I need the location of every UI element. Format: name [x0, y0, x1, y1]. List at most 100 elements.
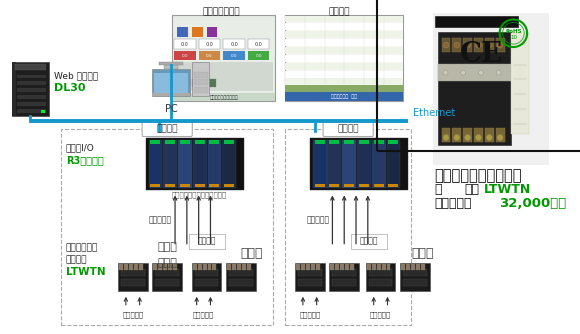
Bar: [298, 269, 321, 276]
Bar: [150, 184, 160, 187]
Text: 10: 10: [510, 35, 517, 40]
Bar: [416, 265, 420, 270]
Text: 電力一元監視システム: 電力一元監視システム: [209, 95, 238, 100]
Bar: [194, 71, 208, 77]
Circle shape: [497, 135, 503, 140]
Bar: [174, 62, 273, 91]
Bar: [389, 184, 398, 187]
Bar: [119, 265, 123, 270]
Bar: [306, 265, 310, 270]
FancyBboxPatch shape: [323, 121, 373, 137]
Circle shape: [486, 135, 492, 140]
Bar: [441, 38, 451, 52]
Text: 電流／電圧: 電流／電圧: [370, 312, 392, 318]
Bar: [17, 81, 46, 86]
Bar: [153, 69, 190, 96]
Circle shape: [476, 42, 481, 48]
Bar: [329, 184, 339, 187]
Bar: [206, 27, 218, 37]
Bar: [403, 279, 427, 286]
Bar: [154, 265, 157, 270]
Bar: [401, 265, 405, 270]
Bar: [174, 39, 195, 49]
Bar: [350, 265, 354, 270]
Text: 帳票画面: 帳票画面: [328, 8, 350, 17]
Bar: [14, 64, 46, 69]
Text: 形: 形: [434, 183, 442, 196]
FancyBboxPatch shape: [351, 234, 387, 248]
Bar: [329, 140, 339, 144]
Bar: [209, 184, 219, 187]
Bar: [313, 140, 327, 188]
Bar: [285, 23, 403, 30]
Bar: [154, 72, 188, 94]
Text: R3シリーズ: R3シリーズ: [66, 155, 104, 165]
Bar: [195, 269, 218, 276]
Bar: [158, 265, 162, 270]
Text: 0.0: 0.0: [182, 54, 188, 58]
Circle shape: [478, 70, 483, 75]
Text: 電流／電圧: 電流／電圧: [122, 312, 143, 318]
Bar: [296, 265, 300, 270]
Bar: [452, 38, 461, 52]
Bar: [496, 128, 505, 142]
Text: 0.0: 0.0: [205, 41, 213, 46]
Bar: [227, 265, 231, 270]
Text: 0.0: 0.0: [255, 54, 262, 58]
Bar: [332, 269, 356, 276]
Bar: [485, 128, 494, 142]
Bar: [389, 140, 398, 144]
Bar: [168, 265, 172, 270]
FancyBboxPatch shape: [142, 121, 192, 137]
Bar: [386, 140, 400, 188]
Text: 電力パルス: 電力パルス: [149, 215, 172, 224]
Circle shape: [486, 42, 492, 48]
Text: 電流／電圧: 電流／電圧: [299, 312, 320, 318]
Bar: [485, 38, 494, 52]
Bar: [344, 140, 354, 144]
Text: 電力トランス: 電力トランス: [66, 244, 98, 253]
Bar: [433, 13, 549, 165]
Circle shape: [454, 135, 460, 140]
Bar: [382, 265, 386, 270]
Bar: [192, 27, 202, 37]
Bar: [153, 264, 182, 291]
Circle shape: [443, 70, 448, 75]
Bar: [193, 140, 206, 188]
Bar: [124, 265, 128, 270]
Text: 0.0: 0.0: [255, 41, 263, 46]
Bar: [372, 140, 386, 188]
Bar: [285, 31, 403, 38]
Text: 電力一元監視  帳票: 電力一元監視 帳票: [331, 94, 357, 99]
Bar: [328, 140, 341, 188]
Bar: [345, 265, 349, 270]
Bar: [372, 265, 376, 270]
Bar: [212, 265, 216, 270]
Text: 32,000円～: 32,000円～: [499, 197, 566, 210]
Bar: [165, 184, 175, 187]
Text: 電流／電圧: 電流／電圧: [193, 312, 214, 318]
Bar: [311, 265, 315, 270]
Bar: [163, 140, 177, 188]
Bar: [208, 265, 212, 270]
Bar: [139, 265, 143, 270]
Text: PC: PC: [165, 104, 177, 114]
Bar: [374, 184, 383, 187]
Bar: [386, 265, 390, 270]
Bar: [403, 269, 427, 276]
Bar: [285, 55, 403, 62]
Bar: [315, 140, 325, 144]
Bar: [17, 88, 46, 92]
Bar: [209, 140, 219, 144]
Bar: [285, 47, 403, 54]
Bar: [441, 128, 451, 142]
Bar: [496, 38, 505, 52]
Bar: [329, 264, 359, 291]
Bar: [17, 109, 46, 113]
Bar: [224, 140, 234, 144]
Circle shape: [496, 70, 501, 75]
Bar: [463, 38, 472, 52]
Bar: [202, 265, 206, 270]
Text: ユーザ定義画面: ユーザ定義画面: [202, 8, 240, 17]
Bar: [332, 279, 356, 286]
